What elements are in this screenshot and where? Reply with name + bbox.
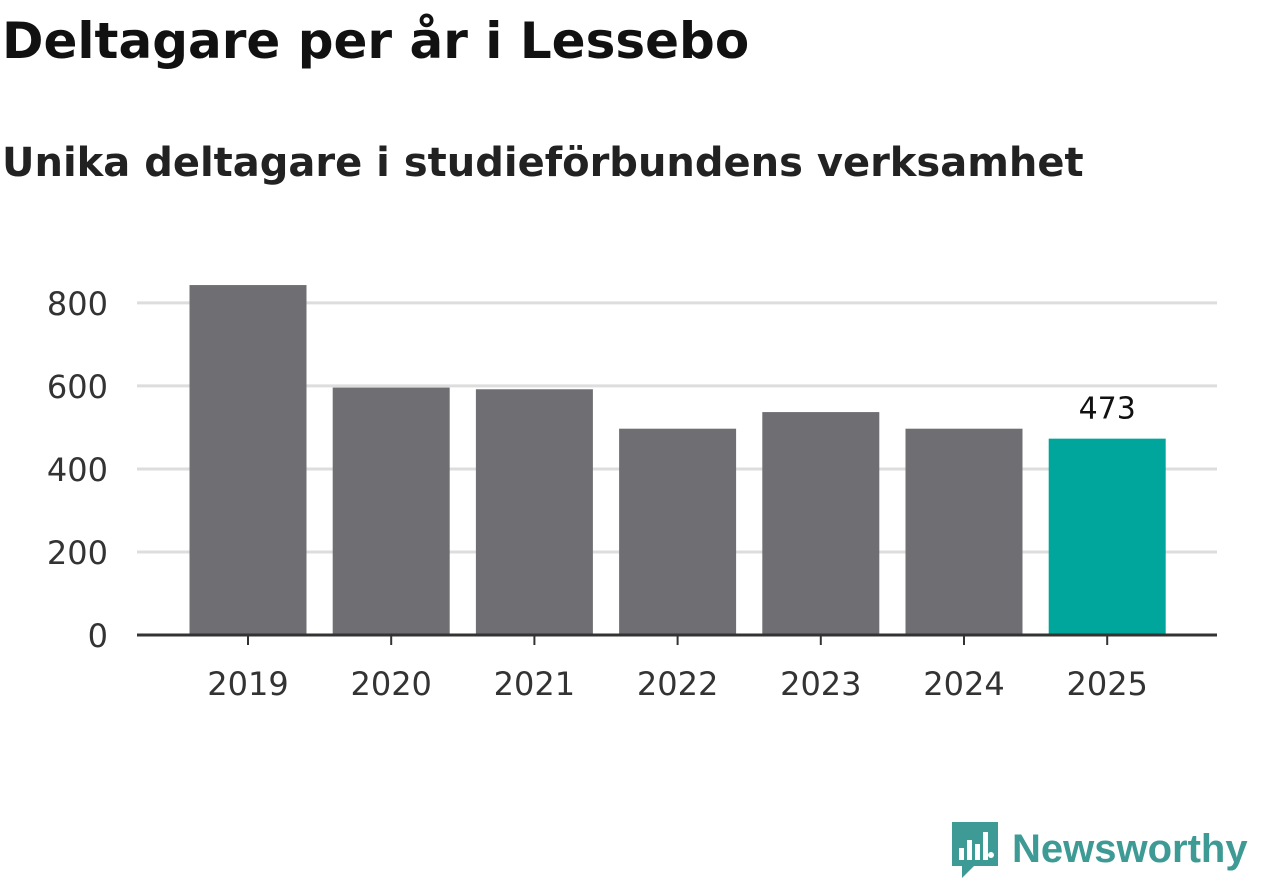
- y-axis-ticks: 0 200 400 600 800: [47, 285, 108, 655]
- x-tick-label: 2024: [923, 665, 1004, 703]
- y-tick-label: 800: [47, 285, 108, 323]
- bars: [189, 285, 1166, 635]
- y-tick-label: 0: [88, 617, 108, 655]
- newsworthy-brand: Newsworthy: [950, 818, 1248, 880]
- bar-2023: [762, 412, 880, 635]
- bar-2020: [332, 387, 450, 635]
- newsworthy-logo-icon: [952, 822, 998, 878]
- y-tick-label: 600: [47, 368, 108, 406]
- data-labels: 473: [1079, 392, 1136, 427]
- y-tick-label: 400: [47, 451, 108, 489]
- bar-2019: [189, 285, 307, 635]
- bar-2021: [475, 389, 593, 635]
- bar-2024: [905, 428, 1023, 635]
- data-label-2025: 473: [1079, 392, 1136, 427]
- bar-2025: [1048, 438, 1166, 635]
- x-tick-label: 2021: [494, 665, 575, 703]
- chart-subtitle: Unika deltagare i studieförbundens verks…: [2, 140, 1084, 186]
- x-tick-label: 2019: [207, 665, 288, 703]
- x-tick-label: 2025: [1066, 665, 1147, 703]
- x-tick-label: 2022: [637, 665, 718, 703]
- x-axis-ticks: 2019 2020 2021 2022 2023 2024 2025: [207, 665, 1148, 703]
- y-tick-label: 200: [47, 534, 108, 572]
- bar-2022: [619, 428, 737, 635]
- chart-title: Deltagare per år i Lessebo: [2, 12, 750, 70]
- x-tick-label: 2020: [350, 665, 431, 703]
- brand-name: Newsworthy: [1012, 826, 1248, 871]
- x-axis: [137, 633, 1217, 645]
- x-tick-label: 2023: [780, 665, 861, 703]
